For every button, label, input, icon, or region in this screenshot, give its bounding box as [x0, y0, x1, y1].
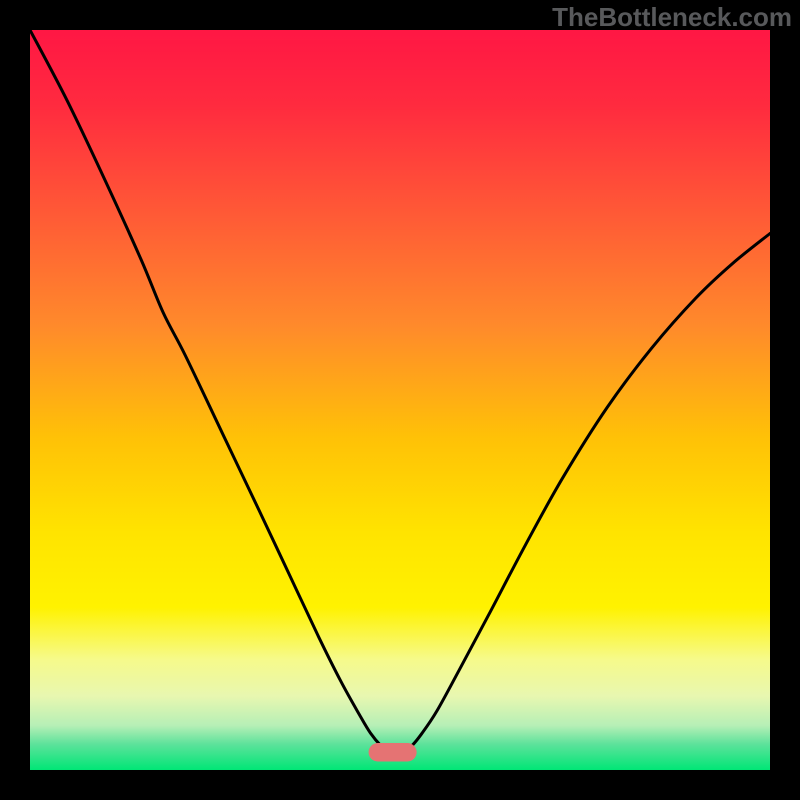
gradient-background — [30, 30, 770, 770]
chart-svg — [30, 30, 770, 770]
chart-frame: TheBottleneck.com — [0, 0, 800, 800]
watermark-text: TheBottleneck.com — [552, 2, 792, 33]
minimum-marker-pill — [369, 743, 417, 762]
plot-area — [30, 30, 770, 770]
